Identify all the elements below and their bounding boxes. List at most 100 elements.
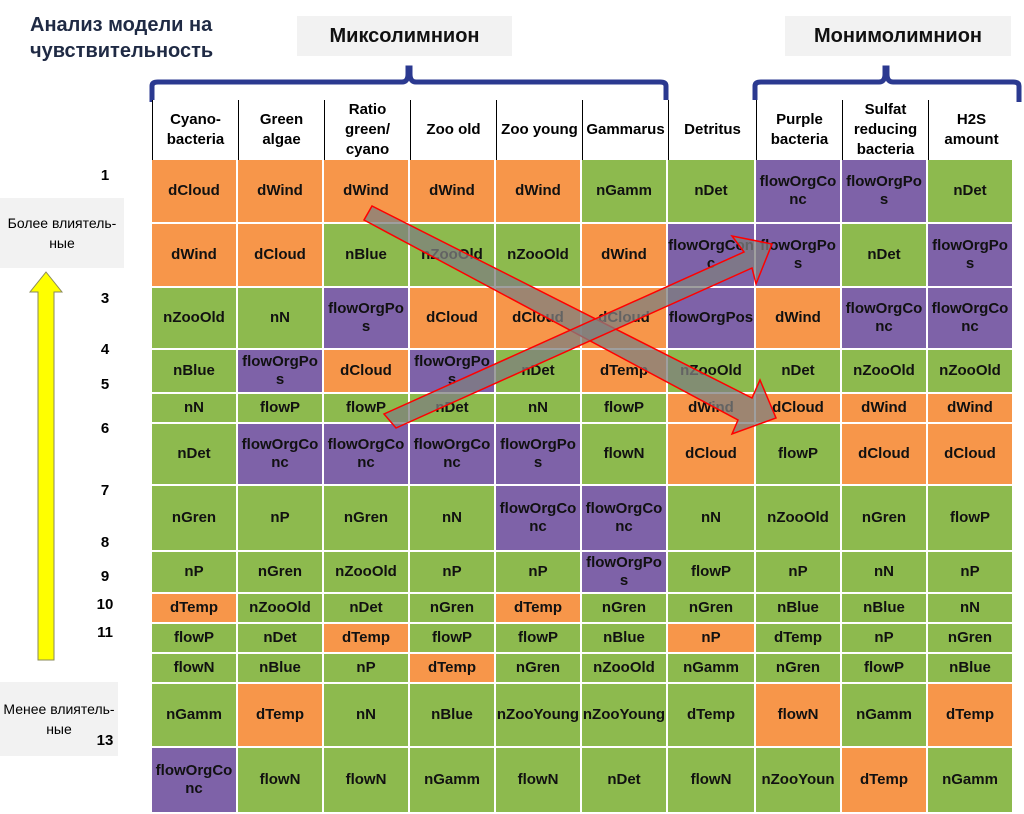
table-cell: nDet	[324, 594, 410, 624]
table-cell: flowOrgPos	[410, 350, 496, 394]
sensitivity-table: Cyano-bacteria Green algae Ratio green/ cy…	[152, 100, 1014, 814]
table-cell: flowP	[324, 394, 410, 424]
table-cell: nZooOld	[152, 288, 238, 350]
row-number: 4	[100, 341, 110, 358]
table-cell: nGren	[496, 654, 582, 684]
table-cell: flowOrgConc	[324, 424, 410, 486]
table-cell: nN	[496, 394, 582, 424]
table-cell: dTemp	[756, 624, 842, 654]
table-cell: dWind	[496, 160, 582, 224]
table-cell: nBlue	[756, 594, 842, 624]
table-cell: flowOrgConc	[582, 486, 668, 552]
table-cell: nZooOld	[582, 654, 668, 684]
table-cell: nN	[324, 684, 410, 748]
table-cell: dTemp	[496, 594, 582, 624]
table-cell: nDet	[582, 748, 668, 814]
table-cell: nZooOld	[496, 224, 582, 288]
table-cell: flowOrgConc	[496, 486, 582, 552]
row-number: 6	[100, 420, 110, 437]
table-row: nP nGren nZooOld nP nP flowOrgPos flowP nP nN nP	[152, 552, 1014, 594]
table-row: nN flowP flowP nDet nN flowP dWind dCloud dWind d…	[152, 394, 1014, 424]
table-cell: flowOrgConc	[668, 224, 756, 288]
table-cell: dCloud	[238, 224, 324, 288]
table-cell: flowP	[410, 624, 496, 654]
table-cell: dTemp	[410, 654, 496, 684]
table-cell: flowOrgPos	[668, 288, 756, 350]
table-cell: nDet	[668, 160, 756, 224]
column-header: Green algae	[238, 100, 324, 160]
row-number: 5	[100, 376, 110, 393]
table-cell: nDet	[238, 624, 324, 654]
table-cell: nGren	[238, 552, 324, 594]
table-cell: flowOrgConc	[756, 160, 842, 224]
table-cell: nGamm	[928, 748, 1014, 814]
column-header: Sulfat reducing bacteria	[842, 100, 928, 160]
table-cell: flowP	[928, 486, 1014, 552]
table-cell: nZooYoun	[756, 748, 842, 814]
table-cell: nGren	[928, 624, 1014, 654]
table-cell: nP	[842, 624, 928, 654]
table-cell: nZooOld	[238, 594, 324, 624]
table-cell: dTemp	[842, 748, 928, 814]
table-cell: nZooOld	[756, 486, 842, 552]
table-cell: flowN	[668, 748, 756, 814]
table-cell: nDet	[842, 224, 928, 288]
table-cell: dWind	[756, 288, 842, 350]
table-cell: nZooOld	[842, 350, 928, 394]
table-cell: dWind	[324, 160, 410, 224]
table-cell: flowP	[496, 624, 582, 654]
column-header: Gammarus	[582, 100, 668, 160]
table-cell: dWind	[238, 160, 324, 224]
table-cell: flowP	[668, 552, 756, 594]
table-cell: flowOrgConc	[238, 424, 324, 486]
table-cell: flowOrgPos	[842, 160, 928, 224]
table-cell: flowOrgPos	[928, 224, 1014, 288]
table-cell: nDet	[410, 394, 496, 424]
table-cell: flowP	[756, 424, 842, 486]
table-cell: nGren	[582, 594, 668, 624]
column-header: Detritus	[668, 100, 756, 160]
row-number: 11	[97, 624, 113, 641]
table-cell: dTemp	[668, 684, 756, 748]
table-cell: dTemp	[238, 684, 324, 748]
monimolimnion-brace	[752, 65, 1022, 102]
table-cell: flowP	[238, 394, 324, 424]
table-row: flowP nDet dTemp flowP flowP nBlue nP dTemp nP nG…	[152, 624, 1014, 654]
row-number: 8	[100, 534, 110, 551]
table-cell: flowN	[496, 748, 582, 814]
table-cell: flowN	[238, 748, 324, 814]
table-cell: dCloud	[324, 350, 410, 394]
table-cell: nGren	[152, 486, 238, 552]
table-cell: nP	[756, 552, 842, 594]
table-cell: nP	[410, 552, 496, 594]
table-cell: dTemp	[582, 350, 668, 394]
table-cell: nBlue	[928, 654, 1014, 684]
table-cell: nZooOld	[928, 350, 1014, 394]
table-row: nDet flowOrgConc flowOrgConc flowOrgConc flo…	[152, 424, 1014, 486]
column-header: Cyano-bacteria	[152, 100, 238, 160]
table-cell: flowN	[582, 424, 668, 486]
column-header: H2S amount	[928, 100, 1014, 160]
monimolimnion-label: Монимолимнион	[785, 16, 1011, 56]
table-cell: dWind	[152, 224, 238, 288]
table-cell: nGamm	[582, 160, 668, 224]
table-cell: nZooOld	[324, 552, 410, 594]
table-cell: flowOrgConc	[410, 424, 496, 486]
table-cell: nP	[324, 654, 410, 684]
table-cell: nBlue	[324, 224, 410, 288]
table-cell: nP	[496, 552, 582, 594]
table-cell: flowOrgConc	[152, 748, 238, 814]
table-cell: nBlue	[238, 654, 324, 684]
more-influential-label: Более влиятель-ные	[0, 198, 124, 268]
table-cell: flowN	[756, 684, 842, 748]
table-row: flowOrgConc flowN flowN nGamm flowN nDet flowN…	[152, 748, 1014, 814]
table-cell: dTemp	[928, 684, 1014, 748]
table-cell: nGren	[410, 594, 496, 624]
table-row: nGamm dTemp nN nBlue nZooYoung nZooYoung dTemp…	[152, 684, 1014, 748]
table-cell: nN	[668, 486, 756, 552]
table-row: flowN nBlue nP dTemp nGren nZooOld nGamm nGren f…	[152, 654, 1014, 684]
table-cell: flowN	[152, 654, 238, 684]
table-cell: nN	[928, 594, 1014, 624]
table-cell: dCloud	[152, 160, 238, 224]
table-cell: nDet	[152, 424, 238, 486]
